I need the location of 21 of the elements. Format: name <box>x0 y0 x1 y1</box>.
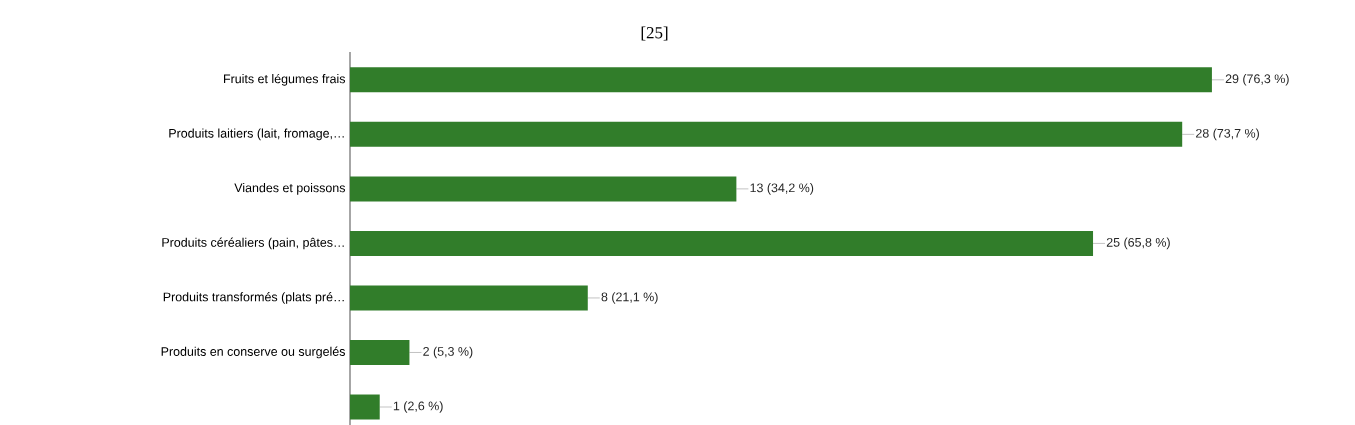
data-label: 28 (73,7 %) <box>1196 128 1259 141</box>
data-label: 1 (2,6 %) <box>393 401 443 413</box>
bar <box>350 394 380 420</box>
y-tick-label: Produits laitiers (lait, fromage,… <box>169 128 344 141</box>
chart-title: [25] <box>641 26 668 41</box>
y-tick-label: Produits céréaliers (pain, pâtes… <box>162 237 344 250</box>
data-label: 8 (21,1 %) <box>601 292 658 304</box>
data-label: 25 (65,8 %) <box>1106 237 1170 250</box>
bar <box>350 339 410 365</box>
y-tick-label: Fruits et légumes frais <box>224 73 346 86</box>
data-label: 29 (76,3 %) <box>1225 74 1289 86</box>
y-tick-label: Produits en conserve ou surgelés <box>161 346 345 359</box>
bar <box>350 230 1094 256</box>
data-label: 2 (5,3 %) <box>423 346 473 359</box>
bar <box>350 285 588 311</box>
bar <box>350 176 737 202</box>
bar <box>350 67 1212 93</box>
y-tick-label: Produits transformés (plats pré… <box>163 292 344 304</box>
data-label: 13 (34,2 %) <box>750 183 814 195</box>
y-tick-label: Viandes et poissons <box>234 183 346 195</box>
bar <box>350 121 1183 147</box>
